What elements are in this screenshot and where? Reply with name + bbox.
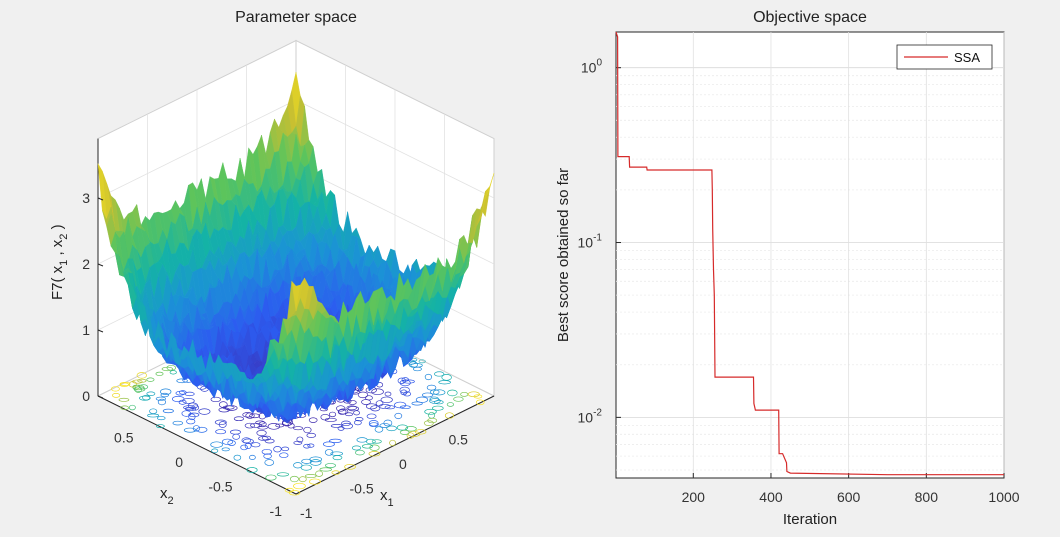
axis-ticks: 200 400 600 800 1000 100 10-1 10-2 (578, 58, 1020, 505)
z-axis-label: F7( x1 , x2 ) (49, 224, 70, 300)
legend: SSA (896, 44, 993, 70)
x-tick-label: 800 (915, 489, 939, 505)
x-tick-label: 400 (759, 489, 783, 505)
parameter-space-panel: Parameter space 0 1 2 3 -1 -0.5 0 0.5 -1 -0.5 0 0.5… (49, 9, 496, 521)
convergence-plot: Objective space 200 400 600 800 1000 100 10-1 1… (555, 9, 1020, 528)
z-tick-label: 2 (82, 256, 90, 272)
x-tick-label: 600 (837, 489, 861, 505)
surface-mesh (97, 71, 495, 424)
axis-ticks: 0 1 2 3 -1 -0.5 0 0.5 -1 -0.5 0 0.5 (82, 190, 468, 521)
surface-plot: Parameter space 0 1 2 3 -1 -0.5 0 0.5 -1 -0.5 0 0.5… (49, 9, 496, 521)
x-tick-label: -0.5 (350, 481, 374, 497)
y-tick-label: -0.5 (208, 479, 232, 495)
x-tick-label: -1 (300, 505, 313, 521)
y-tick-label: -1 (270, 503, 283, 519)
y-axis-label-x2: x2 (160, 485, 174, 507)
plot-area (615, 31, 1005, 479)
y-tick-label: 10-1 (578, 233, 603, 251)
x-axis-label-x1: x1 (380, 487, 394, 509)
z-tick-label: 0 (82, 388, 90, 404)
x-axis-label: Iteration (783, 511, 837, 528)
legend-label-ssa: SSA (954, 50, 980, 65)
y-axis-label: Best score obtained so far (555, 168, 572, 342)
x-tick-label: 200 (682, 489, 706, 505)
x-tick-label: 0 (399, 456, 407, 472)
x-tick-label: 1000 (988, 489, 1019, 505)
objective-space-panel: Objective space 200 400 600 800 1000 100 10-1 1… (540, 0, 1060, 532)
y-tick-label: 0.5 (114, 430, 134, 446)
chart-title-objective-space: Objective space (753, 9, 867, 26)
x-tick-label: 0.5 (449, 432, 469, 448)
series-line-ssa (615, 31, 1004, 476)
z-tick-label: 3 (82, 190, 90, 206)
grid-lines (616, 32, 1005, 478)
y-tick-label: 0 (175, 454, 183, 470)
z-tick-label: 1 (82, 322, 90, 338)
y-tick-label: 10-2 (578, 407, 603, 425)
y-tick-label: 100 (581, 58, 603, 76)
chart-title-parameter-space: Parameter space (235, 9, 357, 26)
